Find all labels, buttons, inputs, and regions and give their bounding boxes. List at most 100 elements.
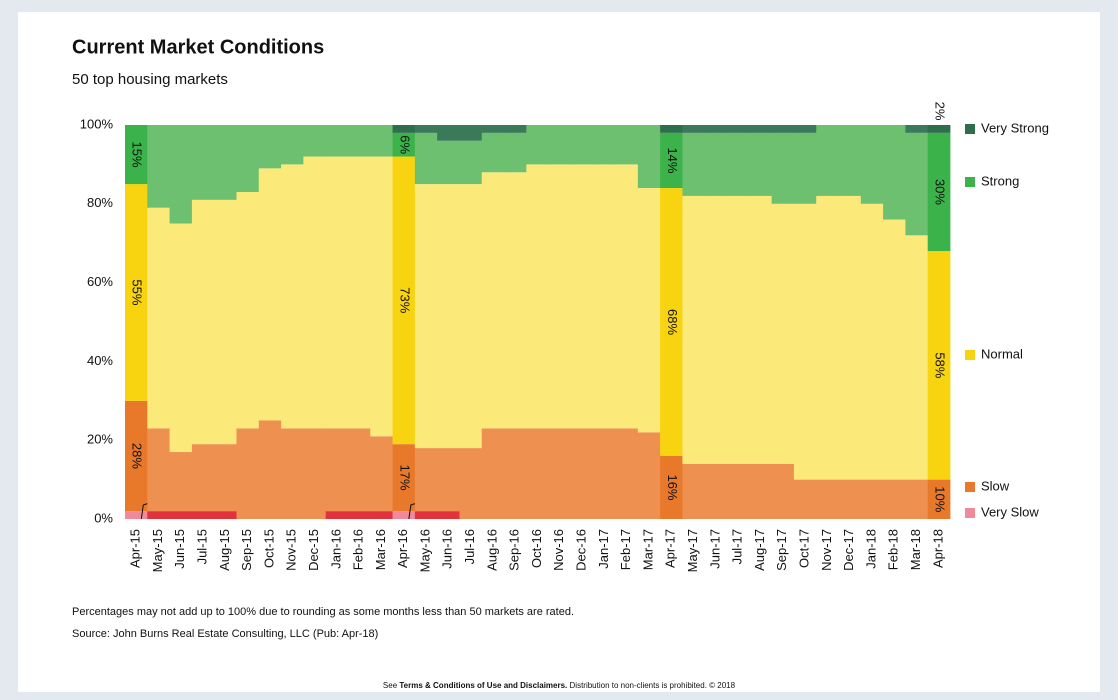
bar-segment (392, 156, 416, 445)
bar-segment (526, 164, 550, 429)
bar-segment (548, 164, 572, 429)
x-tick-label: Apr-16 (395, 529, 410, 568)
bar-segment (927, 251, 951, 480)
bar-segment (504, 172, 527, 429)
bar-segment (771, 132, 795, 204)
footer-prefix: See (383, 681, 398, 690)
data-label: 2% (932, 102, 947, 121)
bar-segment (147, 207, 170, 429)
bar-segment (838, 125, 862, 196)
bar-segment (459, 448, 483, 519)
bar-segment (347, 511, 371, 519)
bar-segment (771, 125, 795, 133)
x-tick-label: Nov-17 (819, 529, 834, 571)
x-tick-label: Feb-18 (886, 529, 901, 570)
bar-segment (504, 125, 527, 133)
bar-segment (169, 452, 193, 512)
bar-segment (615, 164, 639, 429)
bar-segment (437, 125, 460, 141)
bar-segment (504, 132, 527, 173)
bar-segment (303, 428, 327, 519)
data-label: 28% (130, 443, 145, 469)
bar-segment (125, 400, 148, 512)
bar-segment (437, 184, 460, 449)
bar-segment (860, 479, 884, 519)
legend-label: Very Strong (981, 120, 1049, 135)
bar-segment (370, 436, 393, 512)
x-tick-label: Mar-16 (373, 529, 388, 570)
bar-segment (147, 428, 170, 512)
bar-segment (191, 511, 215, 519)
bar-segment (414, 125, 438, 133)
bar-segment (325, 511, 349, 519)
x-tick-label: Jul-15 (194, 529, 209, 564)
bar-segment (593, 125, 616, 165)
x-tick-label: Aug-15 (217, 529, 232, 571)
bar-segment (414, 511, 438, 519)
bar-segment (303, 156, 327, 429)
legend-label: Normal (981, 346, 1023, 361)
legend-label: Very Slow (981, 504, 1039, 519)
bar-segment (414, 448, 438, 512)
bar-segment (816, 195, 839, 480)
x-tick-label: May-17 (685, 529, 700, 572)
bar-segment (191, 125, 215, 200)
legend-label: Strong (981, 173, 1019, 188)
bar-segment (347, 156, 371, 429)
bar-segment (749, 132, 773, 196)
bar-segment (660, 132, 683, 189)
data-label: 10% (932, 486, 947, 512)
bar-segment (860, 203, 884, 480)
data-label: 15% (130, 142, 145, 168)
x-tick-label: Nov-15 (284, 529, 299, 571)
bar-segment (258, 168, 282, 421)
x-tick-label: Apr-15 (128, 529, 143, 568)
y-tick-label: 60% (87, 274, 113, 289)
data-label: 68% (665, 309, 680, 335)
bar-segment (838, 195, 862, 480)
bar-segment (504, 428, 527, 519)
bar-segment (281, 125, 304, 165)
chart-subtitle: 50 top housing markets (72, 71, 228, 88)
bar-segment (570, 428, 594, 519)
bar-segment (883, 219, 906, 480)
footer-link[interactable]: Terms & Conditions of Use and Disclaimer… (399, 681, 567, 690)
bar-segment (660, 188, 683, 456)
note: Percentages may not add up to 100% due t… (72, 606, 574, 618)
x-tick-label: Aug-16 (484, 529, 499, 571)
bar-segment (214, 199, 237, 445)
bar-segment (526, 125, 550, 165)
y-tick-label: 80% (87, 195, 113, 210)
bar-segment (660, 455, 683, 519)
source: Source: John Burns Real Estate Consultin… (72, 628, 378, 640)
x-tick-label: Dec-17 (841, 529, 856, 571)
footer-rest: Distribution to non-clients is prohibite… (570, 681, 736, 690)
bar-segment (392, 132, 416, 157)
bar-segment (147, 511, 170, 519)
bar-segment (727, 195, 750, 464)
y-tick-label: 40% (87, 353, 113, 368)
bar-segment (860, 125, 884, 204)
bar-segment (682, 463, 706, 519)
bar-segment (548, 428, 572, 519)
bar-segment (370, 156, 393, 437)
bar-segment (214, 511, 237, 519)
bar-segment (125, 511, 148, 519)
bar-segment (147, 125, 170, 208)
bar-segment (816, 479, 839, 519)
bar-segment (615, 125, 639, 165)
bar-segment (704, 132, 728, 196)
bar-segment (883, 125, 906, 220)
bar-segment (793, 132, 817, 204)
data-label: 73% (397, 287, 412, 313)
bar-segment (392, 444, 416, 512)
bar-segment (682, 132, 706, 196)
bar-segment (214, 125, 237, 200)
bar-segment (370, 125, 393, 157)
bar-segment (637, 432, 661, 519)
x-tick-label: Apr-18 (930, 529, 945, 568)
bar-segment (593, 164, 616, 429)
bar-segment (727, 463, 750, 519)
bar-segment (347, 125, 371, 157)
